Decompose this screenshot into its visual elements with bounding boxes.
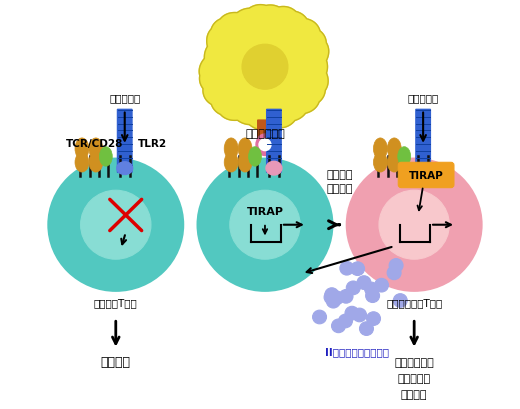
Circle shape	[197, 159, 333, 291]
Ellipse shape	[89, 139, 103, 160]
Ellipse shape	[75, 153, 89, 173]
Text: 効果なし: 効果なし	[101, 355, 131, 369]
Ellipse shape	[398, 147, 411, 167]
Circle shape	[230, 191, 300, 260]
Ellipse shape	[75, 139, 89, 160]
Circle shape	[345, 307, 359, 320]
Circle shape	[259, 139, 271, 151]
Circle shape	[313, 310, 327, 324]
Ellipse shape	[224, 139, 238, 160]
Ellipse shape	[89, 153, 103, 173]
Circle shape	[324, 291, 338, 304]
FancyBboxPatch shape	[415, 109, 431, 173]
Circle shape	[365, 283, 379, 296]
Text: 抗原提示細胞: 抗原提示細胞	[245, 129, 285, 139]
Circle shape	[359, 322, 373, 336]
Text: 細胞増殖
機能分化: 細胞増殖 機能分化	[327, 170, 353, 194]
Text: TIRAP: TIRAP	[246, 207, 283, 216]
FancyBboxPatch shape	[117, 109, 133, 173]
Ellipse shape	[266, 162, 282, 175]
Text: 感染免疫応答
抗腫瘍免疫
炎症応答: 感染免疫応答 抗腫瘍免疫 炎症応答	[394, 357, 434, 399]
Circle shape	[339, 315, 353, 328]
Circle shape	[327, 294, 340, 308]
Ellipse shape	[224, 153, 238, 173]
Ellipse shape	[117, 162, 133, 175]
Circle shape	[339, 290, 353, 303]
Circle shape	[346, 159, 482, 291]
Circle shape	[353, 308, 367, 322]
Circle shape	[357, 276, 371, 290]
Text: エフェクターT細胞: エフェクターT細胞	[386, 297, 443, 307]
Circle shape	[393, 294, 407, 308]
Ellipse shape	[249, 147, 262, 167]
Ellipse shape	[99, 147, 112, 167]
Circle shape	[340, 262, 354, 275]
Circle shape	[332, 319, 345, 333]
Circle shape	[242, 45, 288, 90]
Ellipse shape	[373, 139, 387, 160]
Circle shape	[366, 289, 380, 303]
Ellipse shape	[373, 153, 387, 173]
Ellipse shape	[256, 135, 274, 156]
Ellipse shape	[387, 153, 401, 173]
Circle shape	[330, 291, 344, 305]
Circle shape	[48, 159, 184, 291]
Circle shape	[350, 262, 365, 276]
Text: ナイーブT細胞: ナイーブT細胞	[94, 297, 138, 307]
FancyBboxPatch shape	[257, 120, 273, 146]
Text: TCR/CD28: TCR/CD28	[66, 139, 123, 148]
Circle shape	[387, 266, 401, 280]
Circle shape	[389, 259, 403, 273]
Ellipse shape	[238, 153, 252, 173]
Circle shape	[325, 288, 339, 302]
Text: II型インターフェロン: II型インターフェロン	[326, 347, 389, 357]
Text: 病原体成分: 病原体成分	[408, 92, 439, 103]
Circle shape	[367, 312, 381, 326]
Circle shape	[379, 191, 449, 260]
FancyBboxPatch shape	[266, 109, 282, 173]
Text: TLR2: TLR2	[138, 139, 167, 148]
Text: 病原体成分: 病原体成分	[109, 92, 140, 103]
Ellipse shape	[238, 139, 252, 160]
FancyBboxPatch shape	[398, 163, 454, 188]
Circle shape	[346, 281, 360, 295]
Text: TIRAP: TIRAP	[409, 171, 444, 180]
Polygon shape	[199, 6, 329, 130]
Ellipse shape	[387, 139, 401, 160]
Circle shape	[374, 279, 388, 292]
Circle shape	[81, 191, 151, 260]
